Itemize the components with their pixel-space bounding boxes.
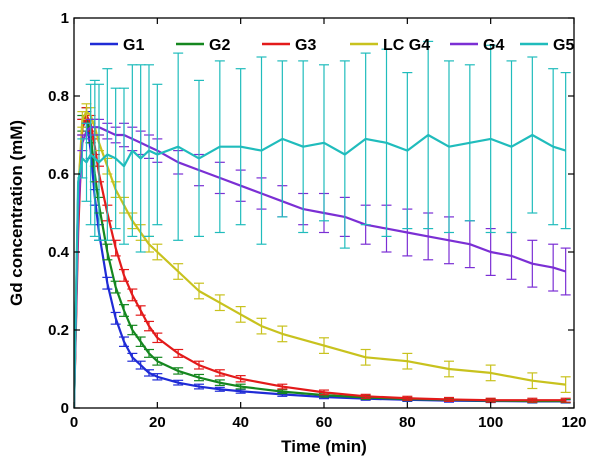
y-tick-label: 0.6: [48, 166, 69, 183]
axes: 0 20 40 60 80 100 120 0 0.2 0.4 0.6 0.8 1 Time (min) G…: [7, 10, 587, 456]
plot-area: [74, 40, 571, 408]
x-tick-label: 20: [149, 414, 166, 431]
legend-item: G3: [262, 37, 316, 54]
x-tick-label: 100: [478, 414, 503, 431]
x-tick-label: 0: [70, 414, 78, 431]
legend-item: G4: [450, 37, 504, 54]
x-tick-label: 40: [232, 414, 249, 431]
x-axis-label: Time (min): [281, 437, 367, 456]
series-line: [74, 114, 566, 408]
legend-item: LC G4: [350, 37, 430, 54]
y-tick-label: 0: [61, 400, 69, 417]
legend: G1 G2 G3 LC G4 G4 G5: [90, 37, 574, 54]
legend-item: G1: [90, 37, 144, 54]
x-tick-label: 120: [561, 414, 586, 431]
legend-label: G2: [209, 37, 230, 54]
x-tick-label: 80: [399, 414, 416, 431]
legend-label: G4: [483, 37, 504, 54]
series-line: [74, 114, 566, 408]
series-line: [74, 133, 566, 408]
y-tick-label: 0.4: [48, 244, 70, 261]
legend-label: LC G4: [383, 37, 430, 54]
legend-item: G2: [176, 37, 230, 54]
legend-item: G5: [520, 37, 574, 54]
y-axis-label: Gd concentration (mM): [7, 120, 26, 306]
legend-label: G5: [553, 37, 574, 54]
series-line: [74, 110, 566, 408]
x-tick-label: 60: [316, 414, 333, 431]
y-tick-label: 0.2: [48, 322, 69, 339]
series-line: [74, 126, 566, 408]
y-tick-label: 0.8: [48, 88, 69, 105]
legend-label: G1: [123, 37, 144, 54]
y-tick-label: 1: [61, 10, 69, 27]
series-g5: [74, 40, 571, 408]
legend-label: G3: [295, 37, 316, 54]
